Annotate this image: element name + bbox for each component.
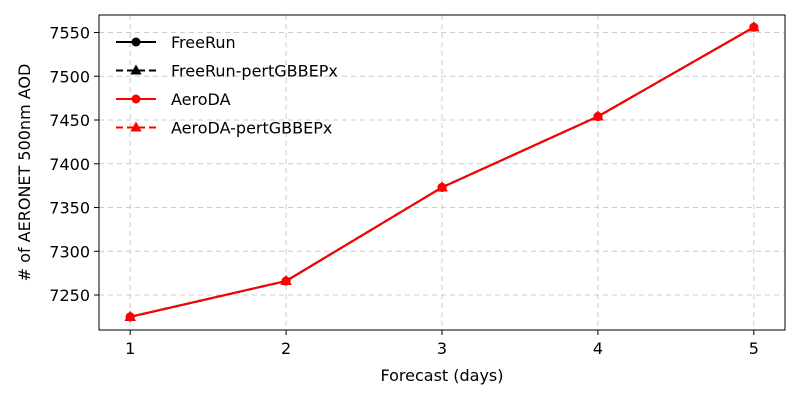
y-tick-label: 7250 (49, 286, 90, 305)
x-tick-label: 5 (749, 339, 759, 358)
data-point (280, 274, 292, 285)
legend-marker (130, 64, 142, 75)
legend-label: AeroDA (171, 90, 231, 109)
legend-item: AeroDA-pertGBBEPx (116, 119, 332, 138)
data-point (436, 181, 448, 192)
legend-marker (130, 121, 142, 132)
legend-item: FreeRun (116, 33, 236, 52)
x-tick-label: 4 (593, 339, 603, 358)
y-tick-label: 7300 (49, 242, 90, 261)
x-tick-label: 1 (125, 339, 135, 358)
legend-item: FreeRun-pertGBBEPx (116, 62, 338, 81)
legend-item: AeroDA (116, 90, 231, 109)
legend-marker (131, 94, 141, 104)
y-tick-label: 7450 (49, 111, 90, 130)
legend-marker (131, 37, 141, 47)
y-tick-label: 7500 (49, 67, 90, 86)
legend-label: AeroDA-pertGBBEPx (171, 119, 332, 138)
x-axis-label: Forecast (days) (380, 366, 503, 385)
y-tick-label: 7350 (49, 199, 90, 218)
y-axis-label: # of AERONET 500nm AOD (15, 64, 34, 282)
legend-label: FreeRun-pertGBBEPx (171, 62, 338, 81)
data-point (124, 310, 136, 321)
x-axis-ticks: 1 2 3 4 5 (125, 330, 759, 358)
x-tick-label: 3 (437, 339, 447, 358)
y-tick-label: 7400 (49, 155, 90, 174)
legend: FreeRun FreeRun-pertGBBEPx AeroDA AeroDA-pe… (116, 33, 338, 138)
series-4 (124, 21, 760, 321)
y-tick-label: 7550 (49, 24, 90, 43)
data-point (748, 21, 760, 32)
legend-label: FreeRun (171, 33, 236, 52)
y-axis-ticks: 7250 7300 7350 7400 7450 7500 7550 (49, 24, 99, 305)
data-point (592, 110, 604, 121)
x-tick-label: 2 (281, 339, 291, 358)
series-group (124, 21, 760, 322)
